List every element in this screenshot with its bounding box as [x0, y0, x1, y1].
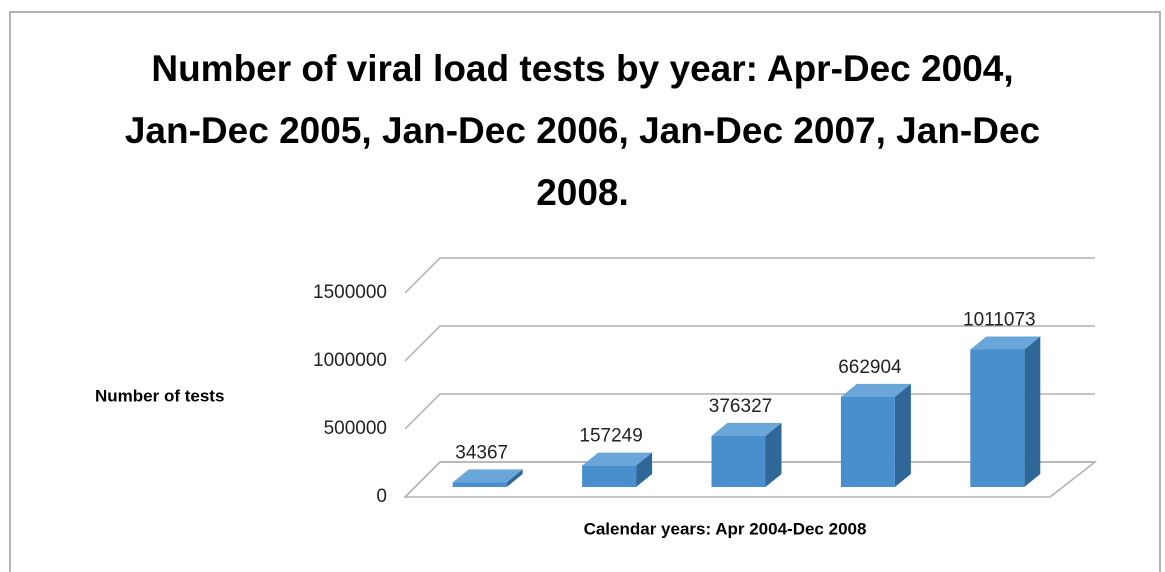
bar-top [711, 422, 782, 436]
grid-line [404, 257, 1095, 294]
bar [970, 349, 1025, 487]
bar-side [894, 383, 911, 487]
x-axis-label: Calendar years: Apr 2004-Dec 2008 [584, 519, 867, 538]
y-tick-label: 0 [376, 486, 387, 507]
bar [452, 482, 507, 487]
data-label: 1011073 [963, 310, 1036, 331]
bar-side [765, 422, 782, 487]
bar-top [582, 452, 653, 466]
bar-top [840, 383, 911, 397]
y-tick-label: 1000000 [313, 350, 387, 371]
bar-side [1024, 336, 1041, 487]
chart-title: Number of viral load tests by year: Apr-… [124, 48, 1041, 213]
bar-side [636, 452, 653, 487]
data-label: 376327 [709, 396, 772, 417]
y-tick-label: 1500000 [313, 282, 387, 303]
y-axis-label: Number of tests [95, 386, 224, 405]
bar-top [970, 336, 1041, 350]
bar-top [452, 469, 523, 483]
data-label: 34367 [455, 442, 508, 463]
bar [840, 396, 895, 487]
grid-line [404, 325, 1095, 362]
bar [582, 465, 637, 487]
data-label: 662904 [838, 357, 902, 378]
y-tick-label: 500000 [324, 418, 387, 439]
bar [711, 435, 766, 487]
frame [9, 11, 1161, 572]
data-label: 157249 [579, 426, 642, 447]
bar-side [506, 469, 523, 487]
